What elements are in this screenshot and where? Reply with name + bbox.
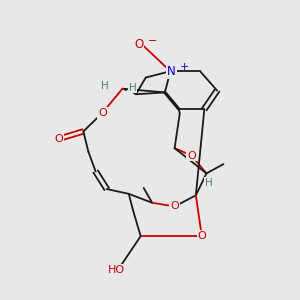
Text: −: − xyxy=(147,36,157,46)
Text: H: H xyxy=(101,81,108,91)
Text: H: H xyxy=(129,82,136,93)
Text: O: O xyxy=(170,202,179,212)
Text: +: + xyxy=(180,62,189,72)
Text: H: H xyxy=(205,178,212,188)
Text: O: O xyxy=(187,151,196,160)
Text: HO: HO xyxy=(107,266,124,275)
Text: N: N xyxy=(167,65,176,78)
Text: O: O xyxy=(197,231,206,241)
Text: O: O xyxy=(134,38,143,51)
Text: O: O xyxy=(98,108,107,118)
Text: O: O xyxy=(54,134,63,144)
